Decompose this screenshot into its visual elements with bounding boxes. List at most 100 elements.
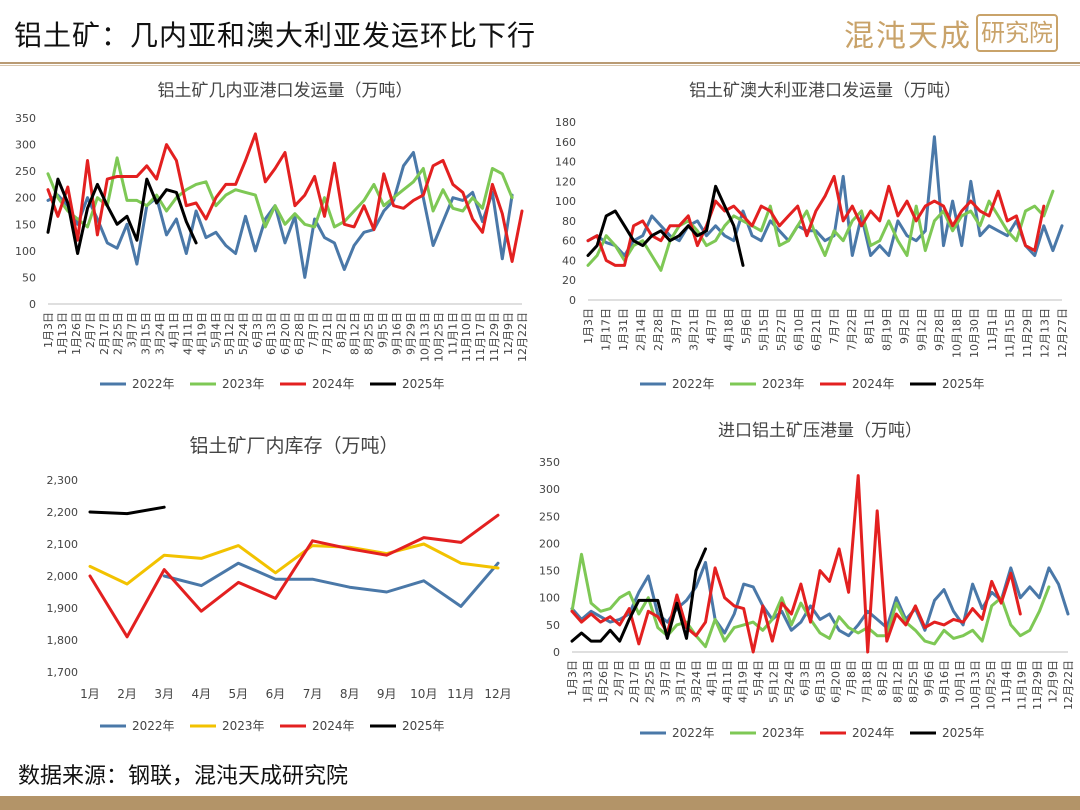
series-line [88, 513, 500, 639]
x-tick-label: 3月 [154, 687, 174, 701]
x-tick-label: 9月12日 [916, 308, 929, 351]
series-2023年 [586, 189, 1055, 272]
legend-label: 2023年 [762, 377, 805, 391]
x-tick-label: 3月15日 [140, 312, 153, 355]
y-tick-label: 100 [555, 195, 576, 208]
x-tick-label: 5月27日 [775, 308, 788, 351]
chart-title: 进口铝土矿压港量（万吨） [718, 421, 922, 441]
chart-title: 铝土矿几内亚港口发运量（万吨） [158, 81, 413, 101]
series-line [46, 132, 524, 263]
x-tick-label: 5月24日 [783, 660, 796, 703]
x-tick-label: 4月11日 [721, 660, 734, 703]
logo-seal: 研究院 [976, 14, 1058, 52]
chart-svg: 铝土矿澳大利亚港口发运量（万吨） 0 20 40 60 80 100 120 140 160 180… [555, 81, 1069, 391]
x-tick-label: 3月17日 [675, 660, 688, 703]
x-tick-label: 4月1日 [706, 660, 719, 696]
series-2025年 [88, 505, 166, 516]
y-tick-label: 300 [15, 139, 36, 152]
legend-label: 2022年 [132, 719, 175, 733]
x-tick-label: 4月18日 [722, 308, 735, 351]
x-tick-label: 6月13日 [265, 312, 278, 355]
y-tick-label: 100 [539, 592, 560, 605]
chart-svg: 进口铝土矿压港量（万吨） 0 50 100 150 200 250 300 350 1月3日 1月1… [539, 421, 1075, 740]
x-tick-label: 6月13日 [814, 660, 827, 703]
x-tick-label: 1月31日 [617, 308, 630, 351]
x-tick-label: 5月12日 [223, 312, 236, 355]
x-tick-label: 2月28日 [652, 308, 665, 351]
y-tick-label: 0 [569, 294, 576, 307]
series-2022年 [162, 561, 500, 608]
page-title: 铝土矿：几内亚和澳大利亚发运环比下行 [14, 19, 537, 52]
x-tick-label: 11月19日 [1016, 660, 1029, 710]
x-tick-label: 11月29日 [488, 312, 501, 362]
x-tick-label: 9月2日 [898, 308, 911, 344]
chart-guinea-shipments: 铝土矿几内亚港口发运量（万吨） 0 50 100 150 200 250 300 350 1月3日… [0, 74, 540, 404]
x-tick-label: 7月22日 [845, 308, 858, 351]
x-tick-label: 8月2日 [876, 660, 889, 696]
x-tick-label: 1月3日 [42, 312, 55, 348]
chart-svg: 铝土矿厂内库存（万吨） 1,700 1,800 1,900 2,000 2,100 2,20… [47, 435, 512, 733]
x-tick-label: 7月7日 [307, 312, 320, 348]
x-tick-label: 3月21日 [687, 308, 700, 351]
x-tick-label: 7月18日 [861, 660, 874, 703]
title-divider-thin [0, 65, 1080, 66]
x-tick-label: 9月16日 [938, 660, 951, 703]
legend-label: 2023年 [762, 726, 805, 740]
x-tick-label: 10月18日 [951, 308, 964, 358]
series-line [88, 505, 166, 516]
logo-wordmark: 混沌天成 [844, 19, 972, 54]
x-tick-label: 2月17日 [628, 660, 641, 703]
x-tick-label: 1月13日 [582, 660, 595, 703]
x-tick-label: 1月3日 [566, 660, 579, 696]
x-tick-label: 8月1日 [863, 308, 876, 344]
x-tick-label: 5月4日 [752, 660, 765, 696]
x-tick-label: 1月17日 [600, 308, 613, 351]
series-2024年 [570, 474, 1022, 654]
series-line [46, 151, 514, 279]
x-tick-label: 4月11日 [181, 312, 194, 355]
legend-label: 2024年 [312, 719, 355, 733]
y-tick-label: 140 [555, 156, 576, 169]
x-tick-label: 1月26日 [70, 312, 83, 355]
legend-label: 2023年 [222, 377, 265, 391]
x-tick-label: 12月 [484, 687, 511, 701]
x-tick-label: 4月 [191, 687, 211, 701]
x-tick-label: 11月17日 [474, 312, 487, 362]
legend-label: 2024年 [852, 377, 895, 391]
y-tick-label: 50 [546, 619, 560, 632]
data-source-note: 数据来源：钢联，混沌天成研究院 [18, 764, 349, 789]
x-tick-label: 11月 [447, 687, 474, 701]
x-tick-label: 11月10日 [460, 312, 473, 362]
x-tick-label: 12月9日 [502, 312, 515, 355]
y-tick-label: 160 [555, 136, 576, 149]
x-tick-label: 9月6日 [923, 660, 936, 696]
x-tick-label: 10月13日 [418, 312, 431, 362]
chart-title: 铝土矿厂内库存（万吨） [189, 435, 398, 457]
x-tick-label: 11月29日 [1031, 660, 1044, 710]
x-tick-label: 10月25日 [432, 312, 445, 362]
x-tick-label: 10月 [410, 687, 437, 701]
x-tick-label: 11月1日 [446, 312, 459, 355]
y-tick-label: 60 [562, 235, 576, 248]
y-tick-label: 50 [22, 271, 36, 284]
x-tick-label: 3月24日 [690, 660, 703, 703]
y-tick-label: 0 [553, 646, 560, 659]
series-line [570, 547, 707, 643]
y-tick-label: 1,800 [47, 634, 79, 647]
y-tick-label: 150 [15, 218, 36, 231]
series-line [46, 156, 514, 229]
x-tick-label: 4月1日 [167, 312, 180, 348]
x-tick-label: 2月7日 [613, 660, 626, 696]
x-tick-label: 4月19日 [737, 660, 750, 703]
x-tick-label: 9月5日 [377, 312, 390, 348]
y-tick-label: 120 [555, 175, 576, 188]
x-tick-label: 5月24日 [237, 312, 250, 355]
y-tick-label: 20 [562, 274, 576, 287]
x-tick-label: 12月22日 [516, 312, 529, 362]
x-tick-label: 1月 [80, 687, 100, 701]
y-tick-label: 2,200 [47, 506, 79, 519]
x-tick-label: 10月13日 [969, 660, 982, 710]
x-tick-label: 2月7日 [84, 312, 97, 348]
chart-title: 铝土矿澳大利亚港口发运量（万吨） [689, 81, 961, 101]
x-tick-label: 12月27日 [1056, 308, 1069, 358]
